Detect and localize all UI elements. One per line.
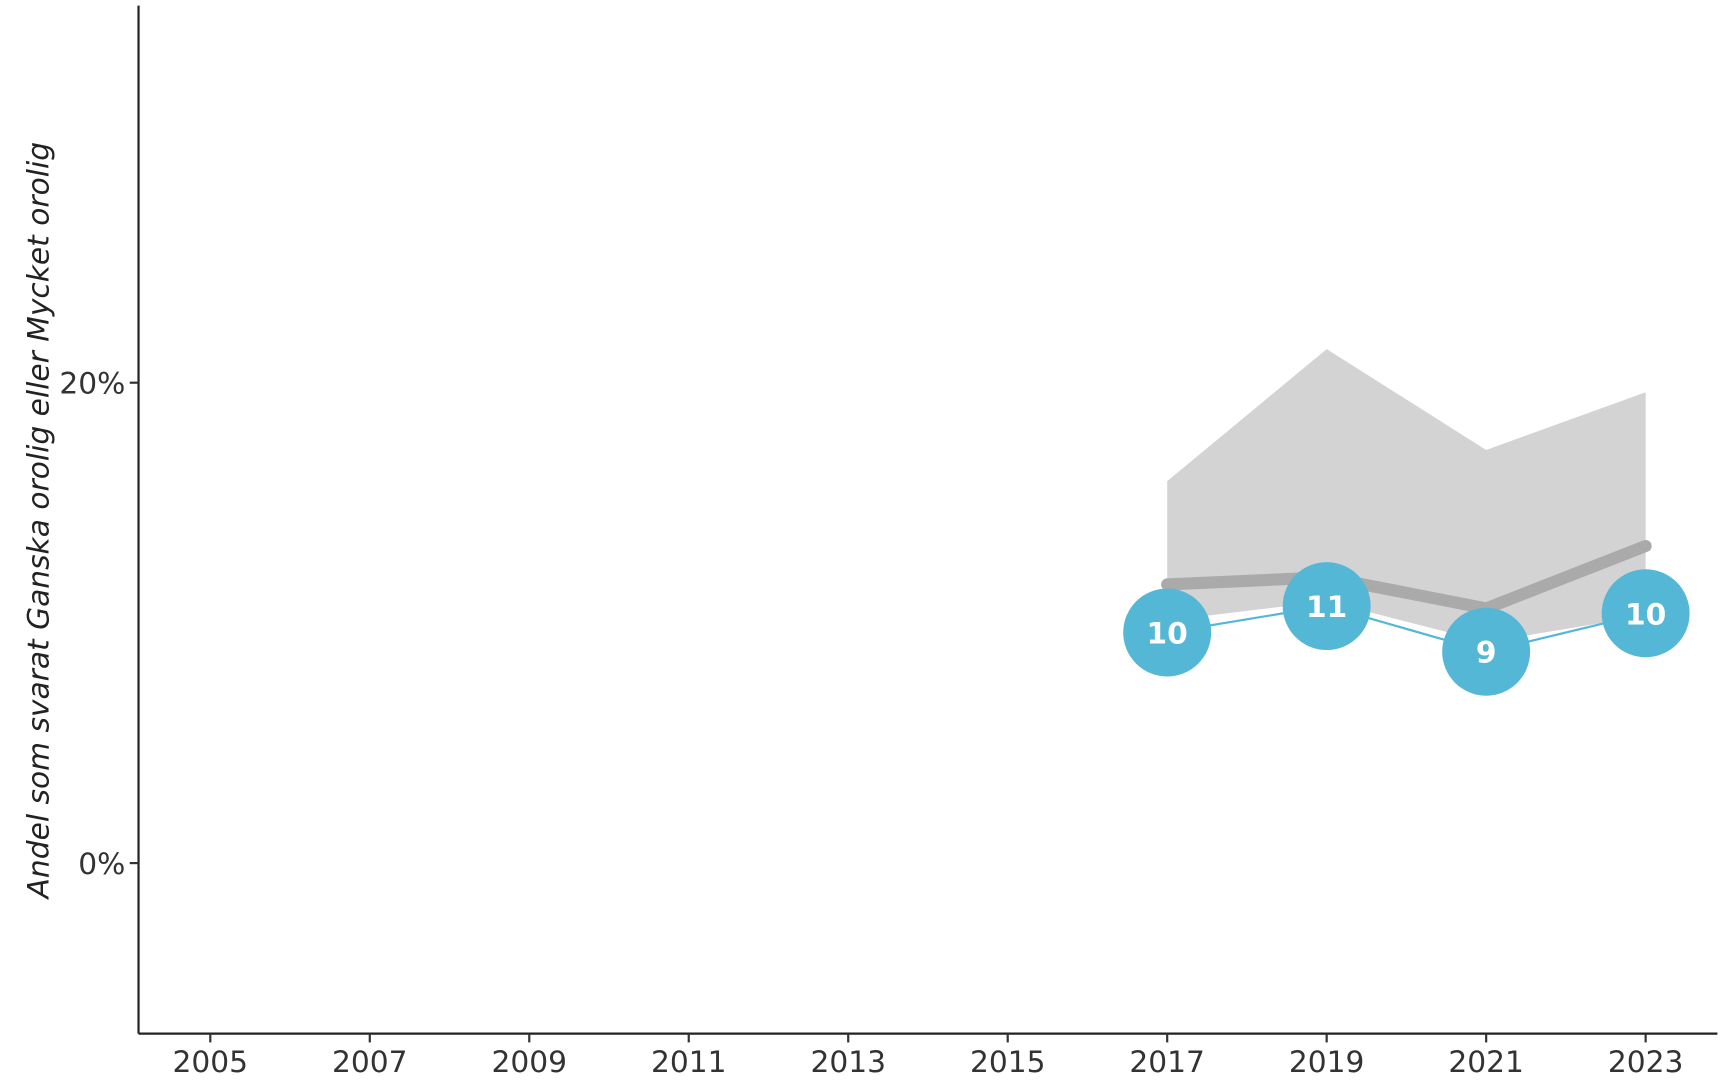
- x-tick-label: 2023: [1608, 1044, 1684, 1079]
- x-tick-label: 2021: [1448, 1044, 1524, 1079]
- value-label: 9: [1476, 635, 1497, 670]
- series-line: [1166, 604, 1647, 653]
- value-label: 10: [1147, 615, 1188, 650]
- point-marker: [1282, 562, 1371, 651]
- x-tick-label: 2015: [970, 1044, 1046, 1079]
- y-axis-label: Andel som svarat Ganska orolig eller Myc…: [20, 142, 55, 900]
- point-marker: [1123, 588, 1212, 677]
- x-tick-label: 2007: [332, 1044, 408, 1079]
- series-line: [1161, 539, 1652, 615]
- point-marker: [1442, 607, 1531, 696]
- value-label: 11: [1306, 589, 1347, 624]
- y-tick-label: 20%: [59, 366, 125, 401]
- x-tick-label: 2005: [173, 1044, 249, 1079]
- x-tick-label: 2017: [1129, 1044, 1205, 1079]
- x-tick-label: 2009: [492, 1044, 568, 1079]
- x-tick-label: 2019: [1289, 1044, 1365, 1079]
- x-tick-label: 2011: [651, 1044, 727, 1079]
- point-marker: [1601, 569, 1690, 658]
- value-label: 10: [1625, 596, 1666, 631]
- x-tick-label: 2013: [810, 1044, 886, 1079]
- confidence-band: [1167, 349, 1646, 643]
- y-tick-label: 0%: [78, 846, 125, 881]
